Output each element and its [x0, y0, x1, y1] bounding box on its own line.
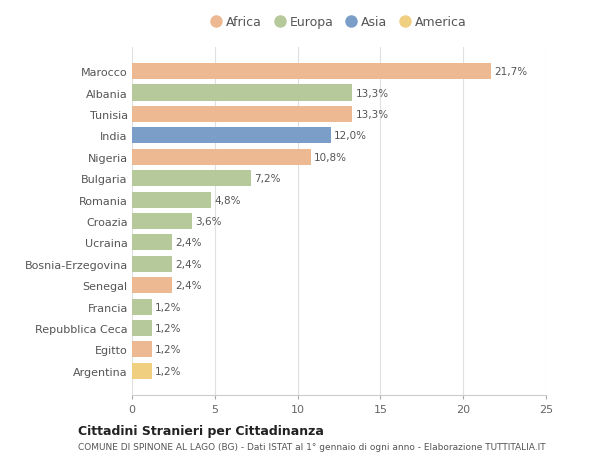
Text: 21,7%: 21,7% [494, 67, 528, 77]
Text: COMUNE DI SPINONE AL LAGO (BG) - Dati ISTAT al 1° gennaio di ogni anno - Elabora: COMUNE DI SPINONE AL LAGO (BG) - Dati IS… [78, 442, 545, 451]
Text: 4,8%: 4,8% [215, 195, 241, 205]
Text: 12,0%: 12,0% [334, 131, 367, 141]
Bar [132, 149, 311, 165]
Text: 2,4%: 2,4% [175, 259, 202, 269]
Bar [132, 128, 331, 144]
Text: 3,6%: 3,6% [195, 217, 221, 226]
Text: 1,2%: 1,2% [155, 323, 182, 333]
Bar [132, 363, 152, 379]
Bar [132, 278, 172, 294]
Bar [132, 299, 152, 315]
Bar [132, 341, 152, 358]
Text: 7,2%: 7,2% [254, 174, 281, 184]
Text: 1,2%: 1,2% [155, 345, 182, 355]
Bar [132, 192, 211, 208]
Legend: Africa, Europa, Asia, America: Africa, Europa, Asia, America [211, 17, 467, 29]
Bar [132, 85, 352, 101]
Text: 2,4%: 2,4% [175, 238, 202, 248]
Text: 13,3%: 13,3% [356, 110, 389, 120]
Text: Cittadini Stranieri per Cittadinanza: Cittadini Stranieri per Cittadinanza [78, 425, 324, 437]
Bar [132, 235, 172, 251]
Bar [132, 64, 491, 80]
Text: 1,2%: 1,2% [155, 302, 182, 312]
Bar [132, 171, 251, 187]
Text: 2,4%: 2,4% [175, 280, 202, 291]
Bar [132, 256, 172, 272]
Bar [132, 213, 191, 230]
Text: 1,2%: 1,2% [155, 366, 182, 376]
Text: 10,8%: 10,8% [314, 152, 347, 162]
Bar [132, 106, 352, 123]
Bar [132, 320, 152, 336]
Text: 13,3%: 13,3% [356, 88, 389, 98]
